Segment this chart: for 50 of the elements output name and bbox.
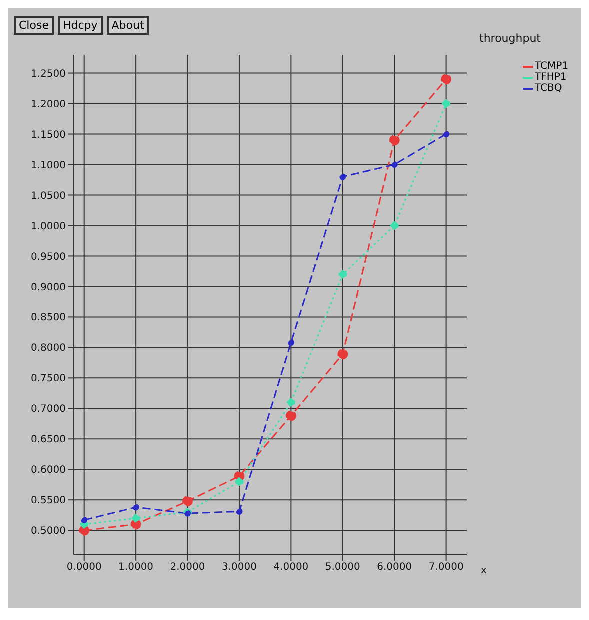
y-axis-title: throughput (480, 32, 541, 45)
x-tick-label: 1.0000 (118, 562, 154, 574)
y-tick-label: 0.7500 (31, 374, 66, 385)
y-tick-label: 0.9000 (31, 282, 66, 294)
y-tick-label: 0.8500 (31, 312, 66, 324)
point (182, 496, 194, 507)
point (288, 340, 294, 346)
y-tick-label: 0.9500 (31, 252, 66, 263)
x-tick-label: 5.0000 (325, 562, 360, 574)
point (235, 478, 244, 486)
point (132, 504, 140, 511)
x-tick-label: 7.0000 (428, 562, 464, 574)
point (338, 270, 348, 279)
y-tick-label: 0.6000 (31, 465, 66, 476)
point (286, 398, 296, 407)
y-tick-label: 1.2500 (31, 68, 66, 80)
x-tick-label: 6.0000 (377, 562, 412, 574)
y-tick-label: 1.1500 (31, 130, 66, 141)
text: About (106, 16, 150, 35)
y-tick-label: 0.6500 (31, 434, 66, 446)
x-tick-label: 3.0000 (222, 562, 257, 574)
point (286, 410, 296, 422)
point (390, 221, 399, 230)
y-tick-label: 1.2000 (31, 99, 66, 110)
legend-label: TCMP1 (535, 61, 569, 72)
y-tick-label: 0.5500 (31, 496, 66, 507)
legend-label: TCBQ (535, 83, 562, 94)
y-tick-label: 0.7000 (31, 404, 66, 416)
point (338, 349, 348, 360)
legend-label: TFHP1 (535, 72, 567, 83)
point (441, 74, 452, 85)
point (81, 516, 88, 524)
x-tick-label: 0.0000 (66, 562, 102, 574)
y-tick-label: 0.8000 (31, 343, 66, 354)
point (389, 135, 400, 146)
point (132, 514, 140, 523)
point (340, 174, 346, 180)
point (442, 100, 451, 108)
y-tick-label: 1.0000 (31, 221, 66, 232)
text: Hdcpy (58, 16, 103, 35)
point (391, 162, 398, 168)
x-tick-label: 2.0000 (170, 562, 206, 574)
y-tick-label: 1.0500 (31, 190, 66, 202)
point (443, 131, 450, 138)
y-tick-label: 1.1000 (31, 160, 66, 172)
y-tick-label: 0.5000 (31, 526, 66, 538)
point (236, 508, 243, 515)
text: Close (14, 16, 54, 35)
x-tick-label: 4.0000 (274, 562, 309, 574)
x-axis-title: x (481, 566, 487, 577)
